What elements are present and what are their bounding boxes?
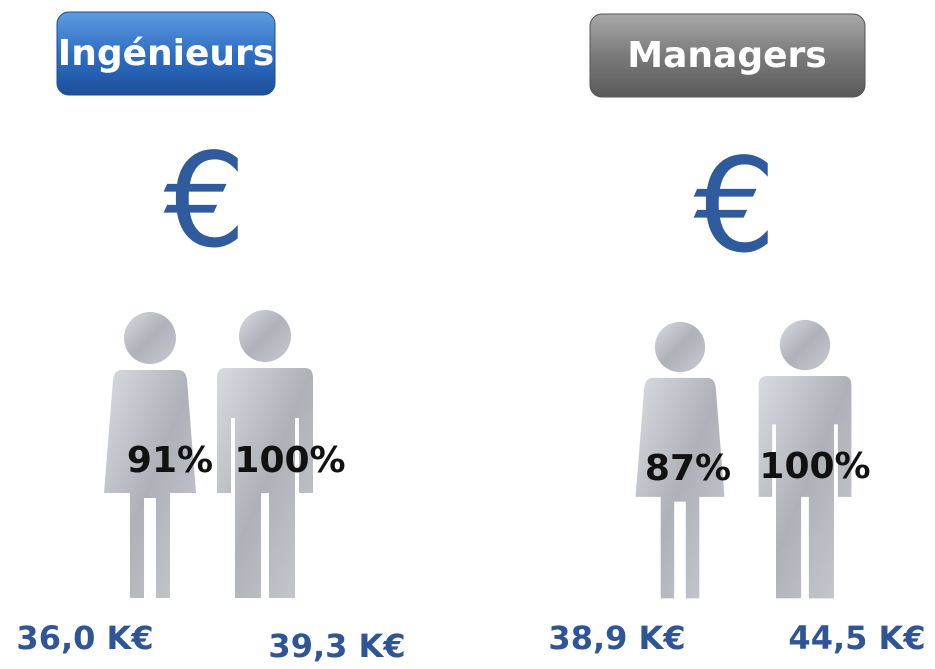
panel-title: Managers — [627, 35, 826, 76]
infographic: Ingénieurs € 91% 100% 36,0 K€ 39,3 K€ Ma… — [0, 0, 935, 669]
women-salary: 36,0 K€ — [16, 619, 153, 657]
men-salary: 44,5 K€ — [788, 619, 925, 657]
panel-managers: Managers € 87% 100% 38,9 K€ 44,5 K€ — [548, 14, 925, 657]
women-salary: 38,9 K€ — [548, 619, 685, 657]
men-salary: 39,3 K€ — [268, 627, 405, 665]
men-ratio: 100% — [759, 446, 870, 487]
women-ratio: 91% — [127, 440, 213, 481]
currency-icon: € — [164, 125, 247, 277]
currency-icon: € — [694, 130, 777, 282]
women-ratio: 87% — [645, 448, 731, 489]
panel-title: Ingénieurs — [58, 33, 274, 74]
men-ratio: 100% — [234, 440, 345, 481]
panel-engineers: Ingénieurs € 91% 100% 36,0 K€ 39,3 K€ — [16, 12, 405, 665]
